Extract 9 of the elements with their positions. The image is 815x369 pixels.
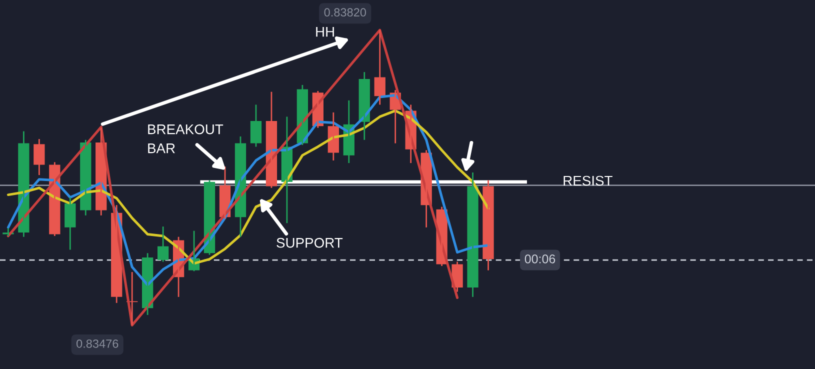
- candlestick: [34, 138, 45, 176]
- text: 00:06: [524, 254, 556, 264]
- candlestick: [250, 104, 262, 148]
- data-label: 0.83476: [76, 339, 118, 348]
- annotation: SUPPORT: [276, 238, 343, 248]
- annotation: HH: [316, 27, 334, 37]
- ref-line-label: RESIST: [564, 176, 612, 186]
- annotation: BREAKOUT BAR: [148, 124, 224, 154]
- data-label: 0.83820: [324, 8, 366, 17]
